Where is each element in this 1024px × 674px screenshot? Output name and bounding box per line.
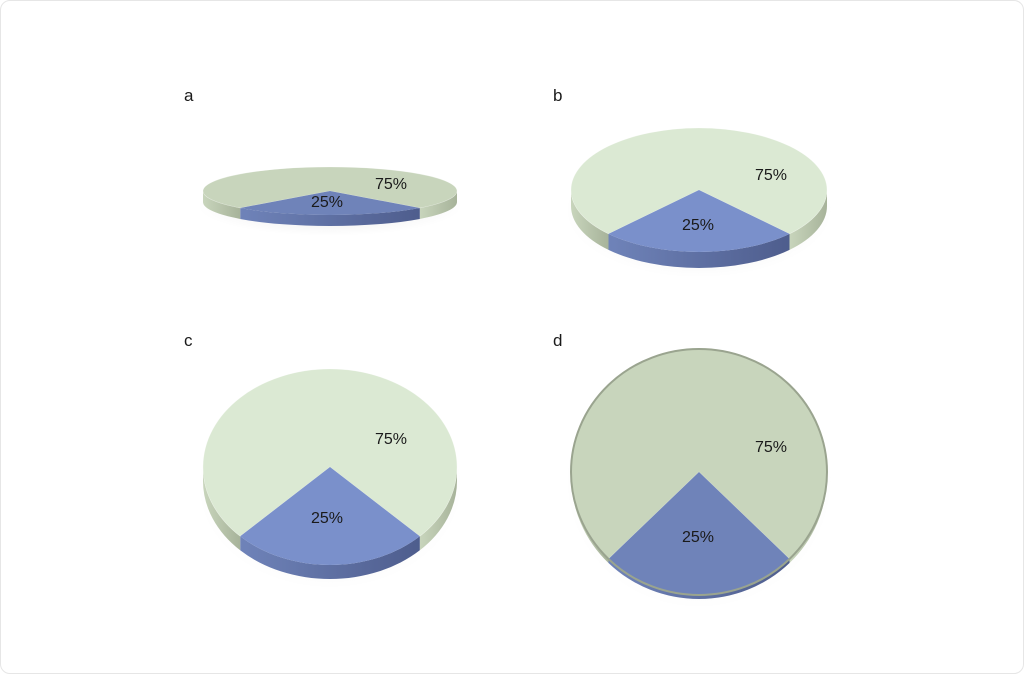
major-side-left-b: [789, 190, 827, 250]
panel-label-c: c: [184, 331, 193, 350]
pie-slice-75-c: [202, 368, 458, 537]
pie-chart-a: a 75% 25%: [184, 86, 463, 236]
major-side-right-b: [571, 190, 609, 250]
pie-slice-25-c: [240, 467, 420, 565]
pie-rim-d: [570, 348, 828, 596]
minor-side-d: [608, 558, 790, 599]
major-side-right-c: [203, 467, 241, 551]
minor-side-b: [608, 233, 790, 268]
minor-side-c: [240, 536, 420, 579]
slice-label-major-a: 75%: [375, 176, 407, 193]
slice-label-minor-b: 25%: [682, 217, 714, 234]
pie-slice-75-a: [202, 166, 458, 209]
major-side-left-c: [419, 467, 457, 551]
slice-label-major-d: 75%: [755, 439, 787, 456]
panel-label-a: a: [184, 86, 194, 105]
pie-slice-25-a: [240, 191, 420, 216]
pie-chart-c: c 75% 25%: [184, 331, 463, 589]
pie-slice-75-b: [570, 127, 828, 235]
panel-label-b: b: [553, 86, 562, 105]
major-side-left-a: [419, 191, 457, 219]
slice-label-major-c: 75%: [375, 431, 407, 448]
pie-slice-25-b: [608, 190, 790, 252]
slice-label-major-b: 75%: [755, 167, 787, 184]
pie-slice-25-d: [608, 472, 790, 595]
pie-chart-b: b 75% 25%: [553, 86, 833, 278]
minor-side-a: [240, 207, 420, 227]
major-side-right-a: [203, 191, 241, 219]
panel-label-d: d: [553, 331, 562, 350]
pie-chart-d: d 75% 25%: [553, 331, 833, 609]
slice-label-minor-c: 25%: [311, 510, 343, 527]
slice-label-minor-d: 25%: [682, 529, 714, 546]
slice-label-minor-a: 25%: [311, 194, 343, 211]
